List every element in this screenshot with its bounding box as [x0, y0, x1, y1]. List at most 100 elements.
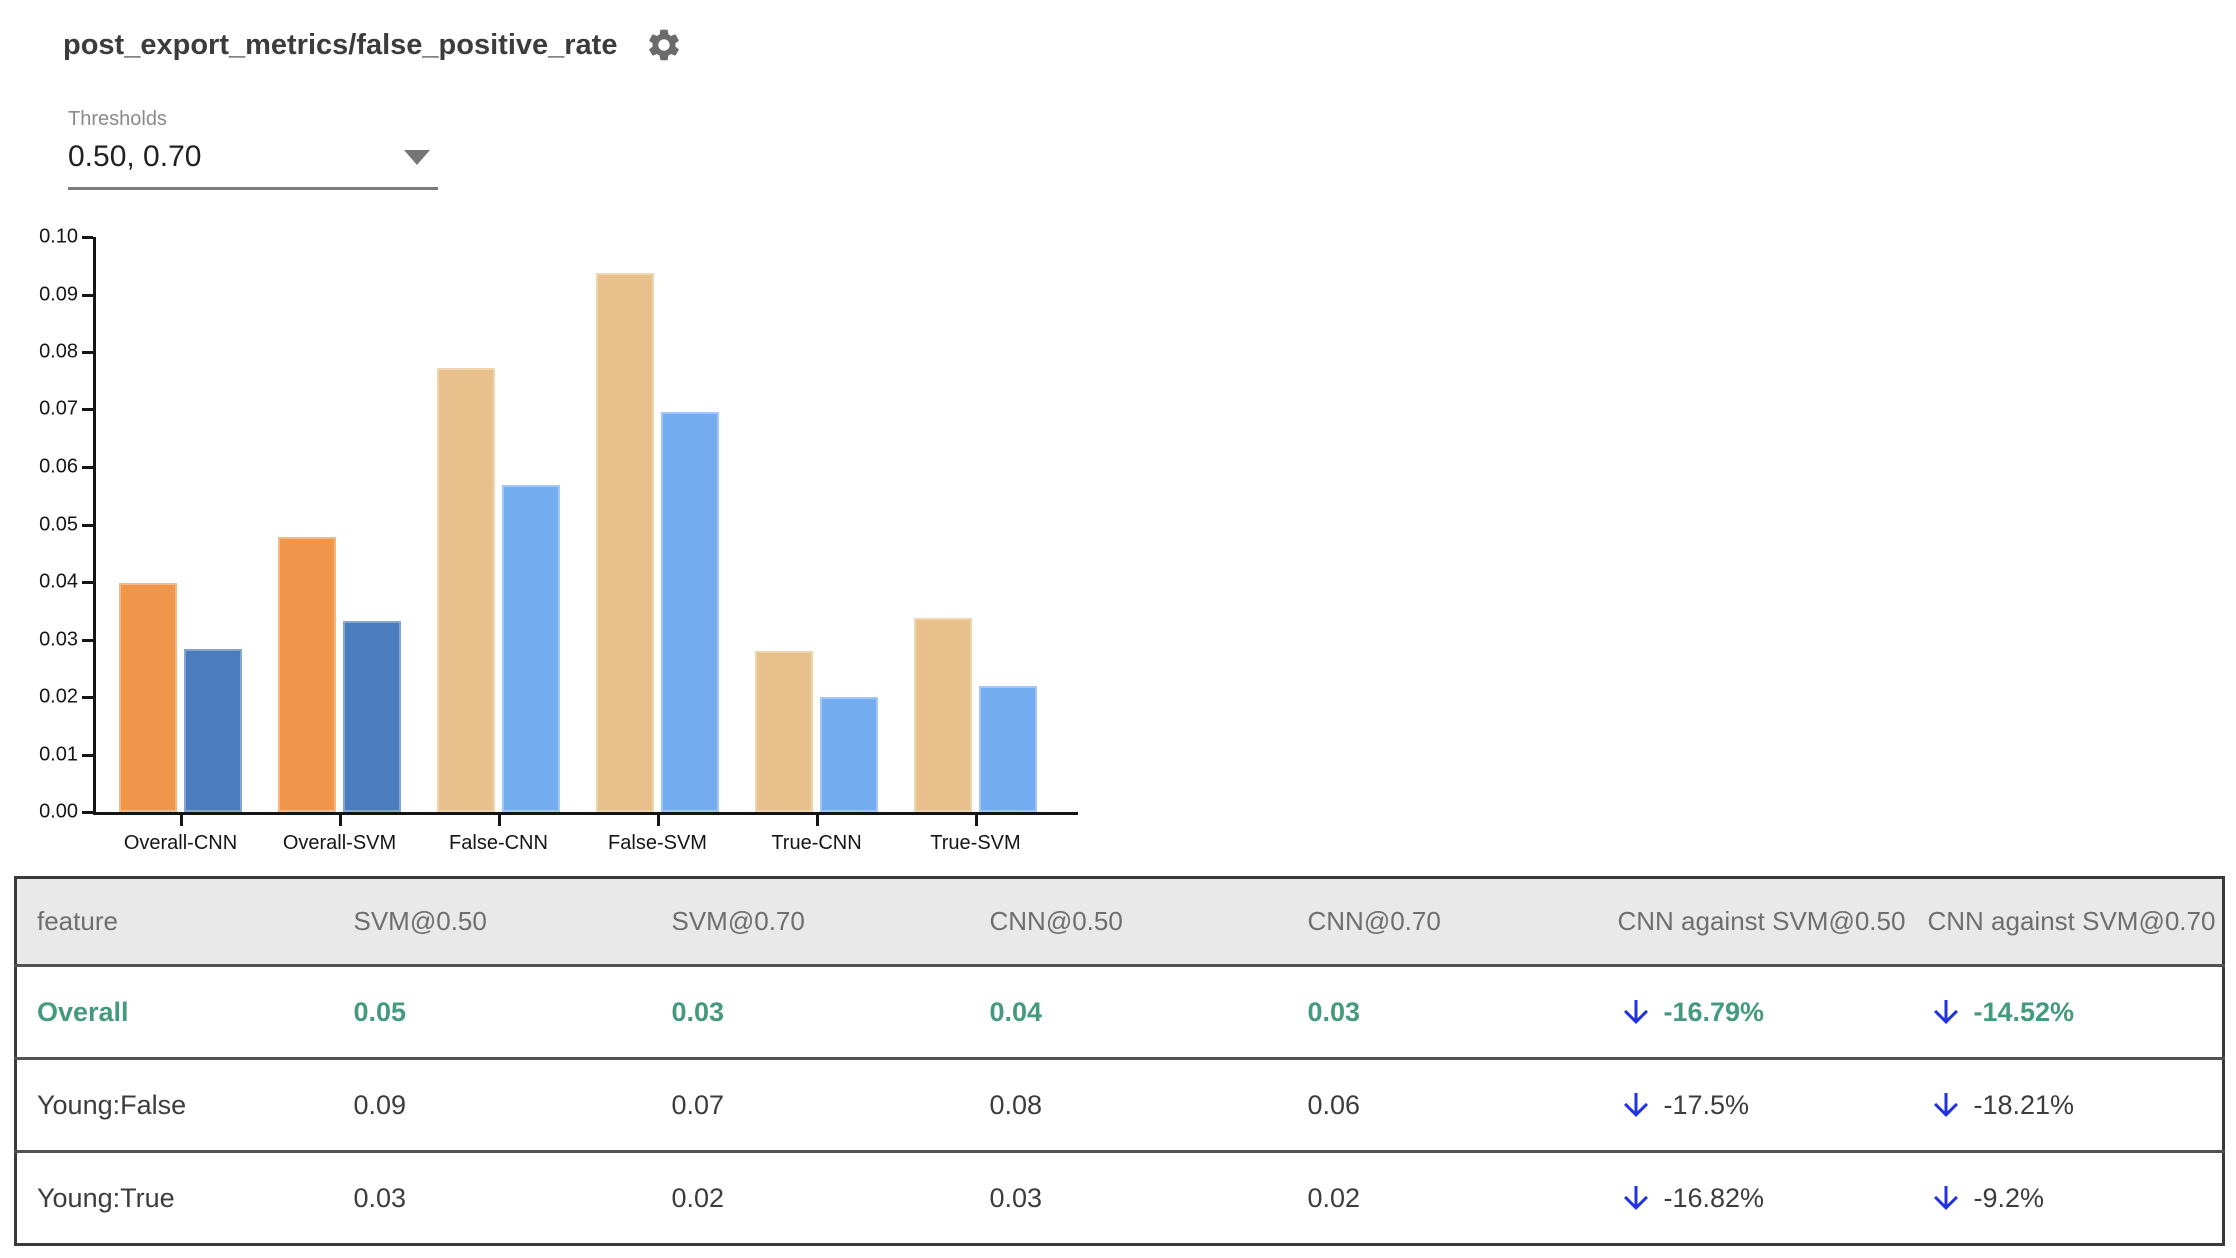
- metric-value-cell: 0.03: [353, 1182, 407, 1213]
- arrow-down-icon: [1933, 1093, 1958, 1117]
- y-axis-tick: [82, 811, 93, 814]
- thresholds-value: 0.50, 0.70: [68, 140, 202, 173]
- delta-value: -17.5%: [1663, 1089, 1750, 1120]
- delta-value: -16.79%: [1663, 996, 1765, 1027]
- bar-chart: 0.00 0.01 0.02 0.03 0.04 0.05 0.06 0.07 0.08 0.09…: [0, 0, 1130, 870]
- y-axis-tick-label: 0.03: [39, 628, 78, 651]
- y-axis-tick-label: 0.01: [39, 743, 78, 766]
- delta-value: -18.21%: [1973, 1089, 2075, 1120]
- widget-header: post_export_metrics/false_positive_rate: [63, 26, 683, 64]
- arrow-down-icon: [1933, 1000, 1958, 1024]
- x-axis-category-label: False-SVM: [608, 832, 707, 854]
- metric-value-cell: 0.06: [1307, 1089, 1361, 1120]
- comparison-cell: -18.21%: [1908, 1059, 2224, 1152]
- feature-cell: Young:False: [37, 1089, 187, 1120]
- metric-value-cell: 0.09: [353, 1089, 407, 1120]
- comparison-cell: -14.52%: [1908, 966, 2224, 1059]
- x-axis-tick: [179, 815, 183, 826]
- table-row: Young:False 0.09 0.07 0.08 0.06 -17.5% -18.21%: [15, 1058, 2224, 1152]
- y-axis-tick: [82, 294, 93, 297]
- bar-True-CNN-threshold0.50: [755, 651, 813, 812]
- x-axis-category-label: Overall-SVM: [282, 832, 397, 854]
- y-axis-tick: [82, 524, 93, 527]
- settings-gear-icon[interactable]: [645, 26, 683, 64]
- metrics-table: feature SVM@0.50 SVM@0.70 CNN@0.50 CNN@0.70 C…: [14, 876, 2225, 1246]
- column-header: feature: [37, 906, 118, 936]
- x-axis-tick: [656, 815, 660, 826]
- y-axis-tick-label: 0.02: [39, 685, 78, 708]
- table-header-row: feature SVM@0.50 SVM@0.70 CNN@0.50 CNN@0.70 C…: [15, 877, 2224, 966]
- y-axis-tick: [82, 639, 93, 642]
- y-axis-tick: [82, 581, 93, 584]
- y-axis-tick-label: 0.09: [39, 283, 78, 306]
- bar-False-SVM-threshold0.70: [661, 412, 719, 812]
- y-axis-tick-label: 0.07: [39, 397, 78, 420]
- bar-True-CNN-threshold0.70: [820, 697, 878, 812]
- y-axis-tick: [82, 754, 93, 757]
- bar-True-SVM-threshold0.70: [979, 686, 1037, 812]
- y-axis-tick-label: 0.05: [39, 513, 78, 536]
- column-header: CNN against SVM@0.70: [1927, 906, 2216, 936]
- x-axis-tick: [497, 815, 501, 826]
- thresholds-label: Thresholds: [68, 108, 167, 130]
- y-axis-line: [93, 237, 96, 815]
- x-axis-tick: [815, 815, 819, 826]
- bar-True-SVM-threshold0.50: [914, 618, 972, 812]
- x-axis-category-label: True-SVM: [930, 832, 1021, 854]
- x-axis-category-label: True-CNN: [771, 832, 862, 854]
- delta-indicator: -16.79%: [1618, 994, 1907, 1030]
- bar-False-SVM-threshold0.50: [596, 273, 654, 812]
- x-axis-category-label: Overall-CNN: [123, 832, 238, 854]
- thresholds-select[interactable]: Thresholds 0.50, 0.70: [68, 108, 438, 190]
- x-axis-line: [93, 812, 1078, 815]
- table-row: Overall 0.05 0.03 0.04 0.03 -16.79% -14.52%: [15, 965, 2224, 1059]
- delta-indicator: -18.21%: [1928, 1087, 2222, 1123]
- y-axis-tick: [82, 351, 93, 354]
- table-body: Overall 0.05 0.03 0.04 0.03 -16.79% -14.52% You…: [15, 965, 2224, 1245]
- metric-value-cell: 0.07: [671, 1089, 725, 1120]
- column-header: CNN against SVM@0.50: [1617, 906, 1906, 936]
- y-axis-tick-label: 0.06: [39, 455, 78, 478]
- y-axis-tick-label: 0.00: [39, 800, 78, 823]
- delta-indicator: -16.82%: [1618, 1180, 1907, 1216]
- bar-Overall-SVM-threshold0.50: [278, 537, 336, 812]
- comparison-cell: -16.82%: [1598, 1152, 1908, 1245]
- y-axis-tick: [82, 696, 93, 699]
- column-header: SVM@0.70: [671, 906, 805, 936]
- y-axis-tick-label: 0.04: [39, 570, 78, 593]
- bar-Overall-SVM-threshold0.70: [343, 621, 401, 812]
- metric-value-cell: 0.02: [1307, 1182, 1361, 1213]
- x-axis-tick: [974, 815, 978, 826]
- metric-value-cell: 0.03: [671, 996, 725, 1027]
- arrow-down-icon: [1623, 1000, 1648, 1024]
- dropdown-caret-icon: [404, 149, 430, 165]
- y-axis-tick: [82, 466, 93, 469]
- delta-value: -16.82%: [1663, 1182, 1765, 1213]
- metric-value-cell: 0.03: [989, 1182, 1043, 1213]
- metric-value-cell: 0.03: [1307, 996, 1361, 1027]
- x-axis-category-label: False-CNN: [449, 832, 548, 854]
- delta-indicator: -14.52%: [1928, 994, 2222, 1030]
- y-axis-tick: [82, 408, 93, 411]
- bar-Overall-CNN-threshold0.50: [119, 583, 177, 812]
- feature-cell: Overall: [37, 996, 129, 1027]
- arrow-down-icon: [1623, 1186, 1648, 1210]
- metric-value-cell: 0.02: [671, 1182, 725, 1213]
- feature-cell: Young:True: [37, 1182, 175, 1213]
- comparison-cell: -16.79%: [1598, 966, 1908, 1059]
- metric-value-cell: 0.08: [989, 1089, 1043, 1120]
- column-header: CNN@0.50: [989, 906, 1123, 936]
- x-axis-tick: [338, 815, 342, 826]
- metric-value-cell: 0.04: [989, 996, 1043, 1027]
- bar-False-CNN-threshold0.70: [502, 485, 560, 812]
- metric-value-cell: 0.05: [353, 996, 407, 1027]
- page-title: post_export_metrics/false_positive_rate: [63, 28, 618, 61]
- y-axis-tick-label: 0.10: [39, 225, 78, 248]
- arrow-down-icon: [1933, 1186, 1958, 1210]
- column-header: CNN@0.70: [1307, 906, 1441, 936]
- comparison-cell: -9.2%: [1908, 1152, 2224, 1245]
- y-axis-tick: [82, 236, 93, 239]
- y-axis-tick-label: 0.08: [39, 340, 78, 363]
- delta-indicator: -9.2%: [1928, 1180, 2222, 1216]
- column-header: SVM@0.50: [353, 906, 487, 936]
